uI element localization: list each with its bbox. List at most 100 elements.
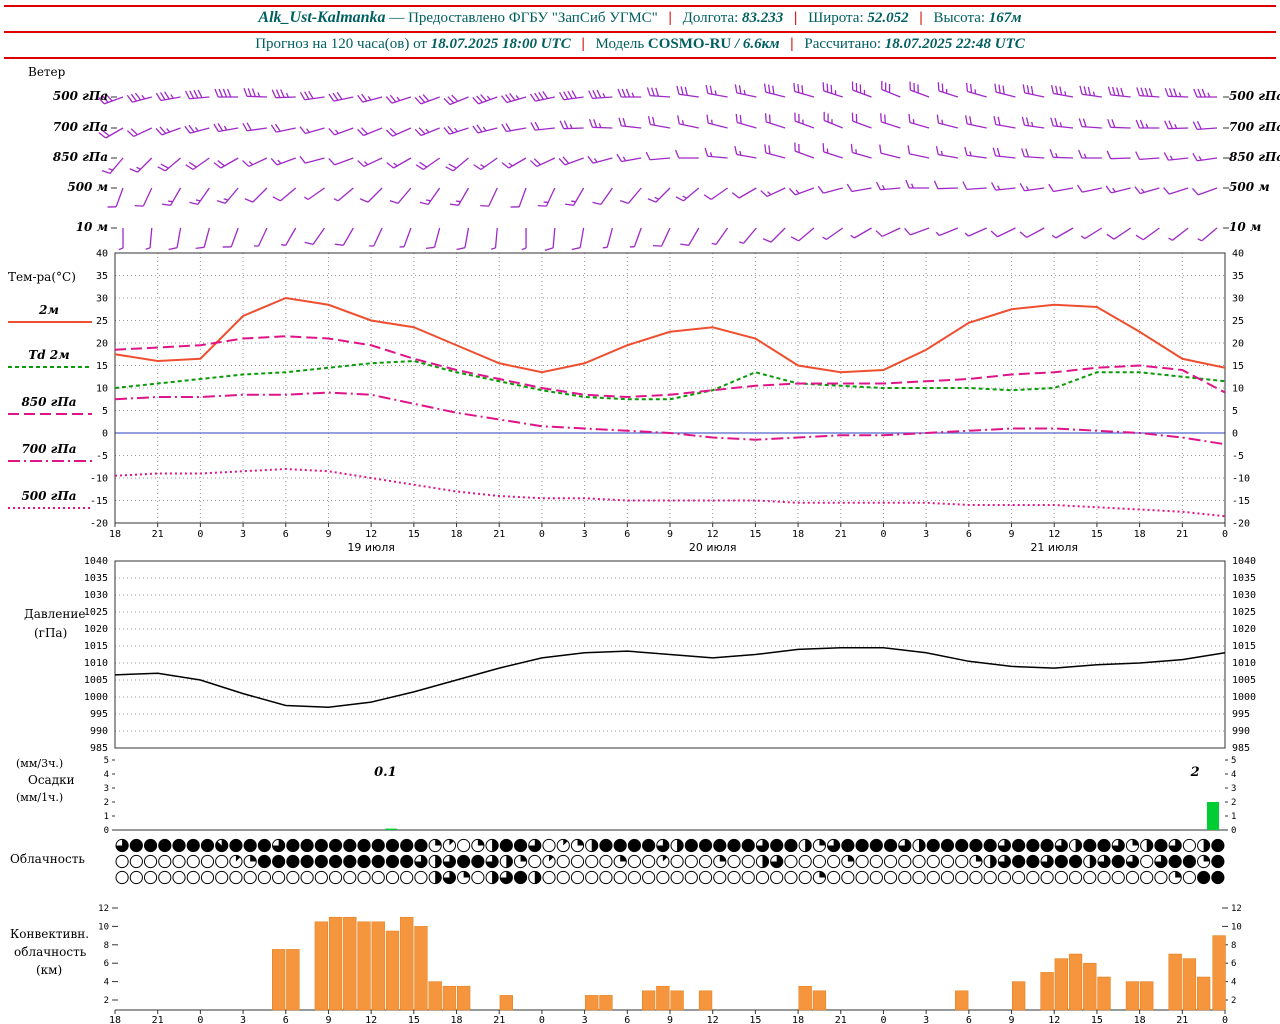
svg-text:21: 21 <box>835 529 847 540</box>
temp-panel-title: Тем-ра(°C) <box>8 270 76 284</box>
svg-text:0: 0 <box>1222 1015 1228 1024</box>
legend-td-2m: Td 2м <box>28 348 70 362</box>
separator: | <box>790 36 794 52</box>
svg-text:12: 12 <box>707 529 719 540</box>
svg-text:1020: 1020 <box>84 624 108 635</box>
svg-text:18: 18 <box>792 529 804 540</box>
svg-text:21: 21 <box>152 529 164 540</box>
legend-2m: 2м <box>39 303 59 317</box>
svg-text:21 июля: 21 июля <box>1030 541 1078 554</box>
svg-text:3: 3 <box>240 1015 246 1024</box>
svg-text:18: 18 <box>451 1015 463 1024</box>
red-rule-middle <box>4 31 1276 33</box>
svg-text:1035: 1035 <box>84 573 108 584</box>
svg-text:0: 0 <box>880 1015 886 1024</box>
svg-text:1030: 1030 <box>84 590 108 601</box>
svg-text:-15: -15 <box>90 496 108 507</box>
svg-text:18: 18 <box>792 1015 804 1024</box>
svg-text:20: 20 <box>96 339 108 350</box>
run-time: 18.07.2025 18:00 UTC <box>430 36 571 52</box>
svg-text:40: 40 <box>1232 249 1244 260</box>
svg-text:15: 15 <box>749 529 761 540</box>
svg-text:35: 35 <box>96 271 108 282</box>
svg-text:21: 21 <box>835 1015 847 1024</box>
separator: | <box>794 10 798 26</box>
wind-level-500m-right: 500 м <box>1229 180 1270 194</box>
svg-text:0: 0 <box>880 529 886 540</box>
svg-text:0: 0 <box>104 826 109 836</box>
svg-text:-5: -5 <box>1232 451 1244 462</box>
svg-text:6: 6 <box>624 1015 630 1024</box>
calculated-label: Рассчитано: <box>804 36 882 52</box>
svg-text:8: 8 <box>1231 941 1236 951</box>
svg-text:1010: 1010 <box>84 658 108 669</box>
svg-text:9: 9 <box>1009 529 1015 540</box>
svg-text:15: 15 <box>1091 1015 1103 1024</box>
svg-text:0: 0 <box>1232 429 1238 440</box>
wind-level-850hpa-left: 850 гПа <box>52 150 108 164</box>
svg-text:1015: 1015 <box>84 641 108 652</box>
svg-text:995: 995 <box>90 709 108 720</box>
precip-unit-3h: (мм/3ч.) <box>16 757 64 770</box>
svg-text:12: 12 <box>1231 904 1242 914</box>
svg-text:-5: -5 <box>96 451 108 462</box>
svg-text:1025: 1025 <box>1232 607 1256 618</box>
svg-text:15: 15 <box>1232 361 1244 372</box>
svg-text:3: 3 <box>104 784 109 794</box>
model-label: Модель <box>595 36 645 52</box>
svg-text:0: 0 <box>1222 529 1228 540</box>
svg-text:990: 990 <box>90 726 108 737</box>
svg-text:10: 10 <box>98 922 109 932</box>
svg-text:-10: -10 <box>1232 474 1250 485</box>
separator: | <box>668 10 672 26</box>
wind-level-850hpa-right: 850 гПа <box>1229 150 1280 164</box>
svg-text:1030: 1030 <box>1232 590 1256 601</box>
svg-text:0: 0 <box>197 529 203 540</box>
wind-level-10m-right: 10 м <box>1229 220 1262 234</box>
svg-text:1: 1 <box>104 812 109 822</box>
svg-text:1005: 1005 <box>84 675 108 686</box>
svg-text:40: 40 <box>96 249 108 260</box>
red-rule-top <box>4 5 1276 7</box>
conv-panel-title-1: Конвективн. <box>10 927 90 941</box>
svg-text:15: 15 <box>749 1015 761 1024</box>
longitude-value: 83.233 <box>742 10 784 26</box>
svg-text:995: 995 <box>1232 709 1250 720</box>
svg-text:-20: -20 <box>1232 519 1250 530</box>
svg-text:1015: 1015 <box>1232 641 1256 652</box>
svg-text:4: 4 <box>104 978 109 988</box>
latitude-value: 52.052 <box>867 10 909 26</box>
svg-text:0: 0 <box>197 1015 203 1024</box>
model-name: COSMO-RU <box>647 36 732 52</box>
svg-text:6: 6 <box>1231 959 1236 969</box>
svg-text:1040: 1040 <box>1232 556 1256 567</box>
legend-700hpa: 700 гПа <box>21 442 77 456</box>
svg-text:2: 2 <box>104 798 109 808</box>
svg-text:6: 6 <box>966 1015 972 1024</box>
svg-text:2: 2 <box>1190 765 1200 780</box>
legend-850hpa: 850 гПа <box>21 395 77 409</box>
conv-panel-title-3: (км) <box>36 963 63 977</box>
svg-text:1040: 1040 <box>84 556 108 567</box>
svg-text:1000: 1000 <box>84 692 108 703</box>
svg-text:18: 18 <box>1134 1015 1146 1024</box>
svg-text:2: 2 <box>1231 798 1236 808</box>
svg-text:4: 4 <box>1231 770 1236 780</box>
svg-text:15: 15 <box>96 361 108 372</box>
svg-text:21: 21 <box>152 1015 164 1024</box>
svg-text:-10: -10 <box>90 474 108 485</box>
svg-text:1020: 1020 <box>1232 624 1256 635</box>
altitude-value: 167м <box>988 10 1022 26</box>
svg-text:10: 10 <box>1232 384 1244 395</box>
separator: | <box>581 36 585 52</box>
svg-text:20: 20 <box>1232 339 1244 350</box>
pressure-panel-unit: (гПа) <box>34 626 68 640</box>
wind-level-700hpa-left: 700 гПа <box>52 120 108 134</box>
svg-text:12: 12 <box>1048 529 1060 540</box>
wind-panel-title: Ветер <box>28 65 66 79</box>
svg-text:9: 9 <box>667 1015 673 1024</box>
svg-text:21: 21 <box>1176 529 1188 540</box>
svg-text:0: 0 <box>539 1015 545 1024</box>
svg-text:21: 21 <box>493 1015 505 1024</box>
svg-text:9: 9 <box>325 1015 331 1024</box>
